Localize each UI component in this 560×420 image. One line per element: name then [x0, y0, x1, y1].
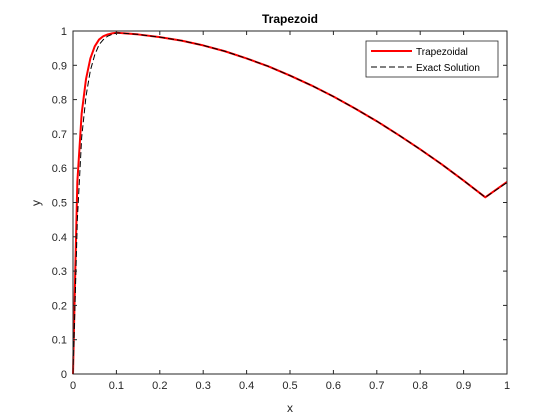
plot-area [73, 31, 507, 374]
x-tick-label: 0.3 [196, 380, 211, 392]
legend-label-trapezoidal: Trapezoidal [416, 47, 468, 58]
x-tick-label: 0.1 [109, 380, 124, 392]
x-axis-label: x [287, 401, 293, 415]
chart-title: Trapezoid [262, 12, 318, 26]
x-tick-label: 0.2 [152, 380, 167, 392]
y-tick-label: 0.6 [52, 163, 67, 175]
x-tick-label: 0.4 [239, 380, 254, 392]
y-tick-label: 0.1 [52, 335, 67, 347]
x-tick-label: 0 [70, 380, 76, 392]
y-tick-label: 0 [61, 369, 67, 381]
y-ticks: 0 0.1 0.2 0.3 0.4 0.5 0.6 0.7 0.8 0.9 1 [52, 26, 507, 381]
y-tick-label: 0.9 [52, 60, 67, 72]
series-line-exact-solution [72, 32, 508, 375]
legend-label-exact-solution: Exact Solution [416, 63, 480, 74]
y-tick-label: 0.5 [52, 198, 67, 210]
y-tick-label: 1 [61, 26, 67, 38]
y-tick-label: 0.4 [52, 232, 67, 244]
x-tick-label: 0.8 [413, 380, 428, 392]
x-tick-label: 0.9 [456, 380, 471, 392]
x-ticks: 0 0.1 0.2 0.3 0.4 0.5 0.6 0.7 0.8 0.9 1 [70, 31, 510, 392]
y-tick-label: 0.2 [52, 300, 67, 312]
series-group [72, 31, 508, 375]
legend: Trapezoidal Exact Solution [365, 40, 499, 78]
x-tick-label: 0.7 [369, 380, 384, 392]
x-tick-label: 0.5 [282, 380, 297, 392]
y-axis-label: y [29, 200, 43, 206]
y-tick-label: 0.8 [52, 95, 67, 107]
x-tick-label: 1 [504, 380, 510, 392]
x-tick-label: 0.6 [326, 380, 341, 392]
y-tick-label: 0.3 [52, 266, 67, 278]
legend-box [365, 40, 499, 78]
y-tick-label: 0.7 [52, 129, 67, 141]
